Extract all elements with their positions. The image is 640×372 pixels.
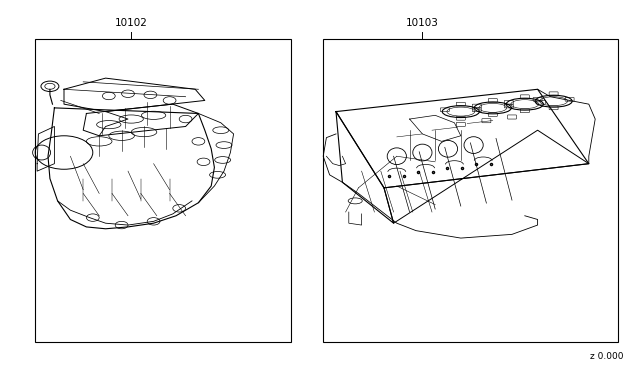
- Polygon shape: [336, 89, 589, 188]
- Text: z 0.000: z 0.000: [591, 352, 624, 361]
- Text: 10103: 10103: [406, 18, 439, 28]
- Bar: [35, 39, 291, 342]
- Bar: [323, 39, 618, 342]
- Polygon shape: [384, 130, 589, 223]
- Polygon shape: [336, 112, 394, 223]
- Text: 10102: 10102: [115, 18, 148, 28]
